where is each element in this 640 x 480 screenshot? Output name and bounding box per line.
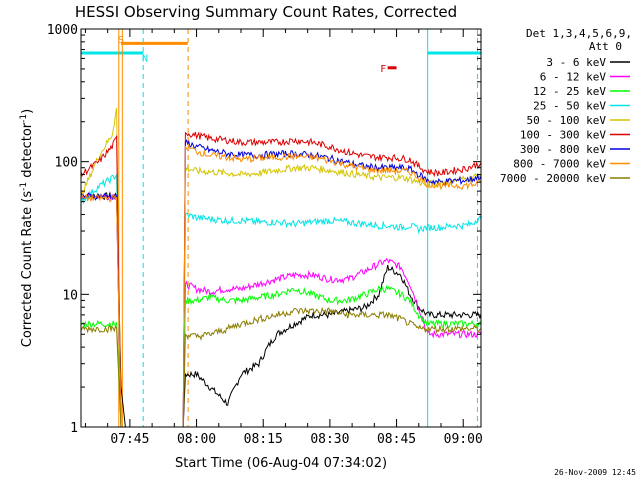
legend-label: 50 - 100 keV: [527, 114, 607, 127]
y-axis-label: Corrected Count Rate (s-1 detector-1): [19, 109, 35, 347]
y-tick-label: 100: [55, 156, 78, 171]
event-markers: [118, 29, 478, 427]
x-tick-label: 08:45: [377, 432, 416, 447]
legend-label: 7000 - 20000 keV: [500, 172, 606, 185]
series-line-4: [80, 107, 482, 428]
legend-header-line-1: Det 1,3,4,5,6,9,: [526, 27, 632, 40]
axes: 07:45 08:00 08:15 08:30 08:45 09:00 1 10 100 1000: [47, 23, 483, 447]
y-tick-label: 1: [70, 421, 78, 436]
x-tick-label: 09:00: [444, 432, 483, 447]
series-lines: [80, 107, 482, 428]
legend-header-line-2: Att 0: [589, 40, 622, 53]
series-line-2: [80, 284, 482, 428]
x-tick-label: 08:00: [177, 432, 216, 447]
legend: Det 1,3,4,5,6,9, Att 0 3 - 6 keV 6 - 12 k…: [500, 27, 632, 185]
legend-label: 12 - 25 keV: [533, 85, 606, 98]
legend-label: 300 - 800 keV: [520, 143, 606, 156]
series-line-8: [80, 306, 482, 428]
legend-label: 100 - 300 keV: [520, 129, 606, 142]
flag-labels: S N F: [118, 35, 386, 75]
legend-label: 3 - 6 keV: [546, 56, 606, 69]
series-line-7: [80, 143, 482, 428]
x-axis-label: Start Time (06-Aug-04 07:34:02): [175, 456, 387, 471]
y-tick-label: 10: [62, 288, 78, 303]
x-tick-label: 07:45: [110, 432, 149, 447]
legend-label: 6 - 12 keV: [540, 71, 607, 84]
series-line-3: [80, 174, 482, 428]
flag-label: S: [118, 35, 124, 46]
flag-label: F: [380, 64, 386, 75]
x-tick-label: 08:30: [310, 432, 349, 447]
orbit-bars: [81, 41, 481, 70]
y-tick-label: 1000: [47, 23, 78, 38]
legend-label: 800 - 7000 keV: [513, 158, 606, 171]
x-tick-label: 08:15: [244, 432, 283, 447]
footer-timestamp: 26-Nov-2009 12:45: [554, 468, 636, 477]
legend-label: 25 - 50 keV: [533, 100, 606, 113]
chart-title: HESSI Observing Summary Count Rates, Cor…: [75, 3, 457, 21]
flag-label: N: [142, 53, 148, 64]
plot-frame: [80, 28, 482, 428]
